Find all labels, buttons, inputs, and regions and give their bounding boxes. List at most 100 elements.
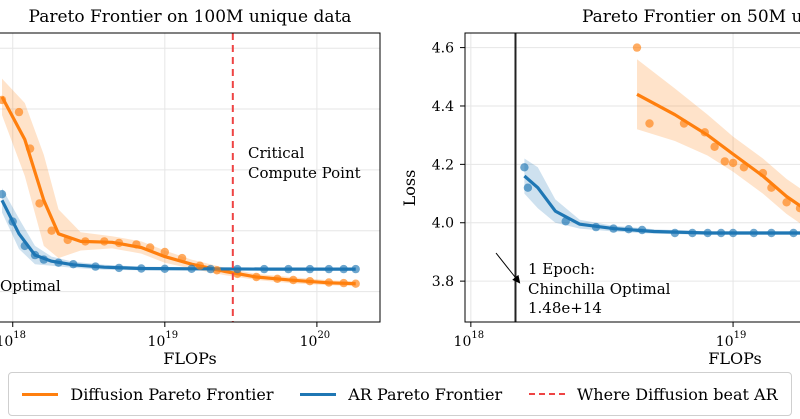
left-ar-point xyxy=(187,264,196,273)
left-ar-point xyxy=(206,264,215,274)
annotation-critical-line2: Compute Point xyxy=(248,164,361,182)
annotation-critical-line1: Critical xyxy=(248,144,305,162)
right-x-tick-label: 1018 xyxy=(454,330,485,350)
right-ar-point xyxy=(789,228,798,238)
left-diffusion-point xyxy=(0,95,7,105)
right-diffusion-point xyxy=(767,183,776,192)
right-diffusion-point xyxy=(645,119,654,128)
left-x-ticks: 1018 1019 1020 xyxy=(0,322,330,350)
right-diffusion-point xyxy=(728,158,738,168)
left-ar-band xyxy=(2,188,356,271)
left-ar-point xyxy=(30,250,40,260)
left-ar-point xyxy=(305,264,315,274)
left-diffusion-point xyxy=(252,272,261,282)
left-ar-point xyxy=(69,260,78,269)
right-y-tick-label: 3.8 xyxy=(432,274,454,290)
right-ar-point xyxy=(637,225,647,235)
left-diffusion-point xyxy=(305,277,315,286)
left-diffusion-point xyxy=(289,275,298,285)
annotation-optimal: Optimal xyxy=(0,277,61,295)
right-y-axis-label: Loss xyxy=(400,170,419,207)
legend-item-ar: AR Pareto Frontier xyxy=(300,385,502,404)
legend: Diffusion Pareto Frontier AR Pareto Fron… xyxy=(8,372,792,416)
left-chart-title: Pareto Frontier on 100M unique data xyxy=(29,7,352,27)
legend-item-crossover: Where Diffusion beat AR xyxy=(528,385,778,404)
right-diffusion-point xyxy=(700,128,709,137)
left-confidence-bands xyxy=(2,78,356,287)
left-diffusion-point xyxy=(351,279,360,288)
right-confidence-bands xyxy=(524,59,800,235)
left-diffusion-point xyxy=(212,266,222,275)
left-diffusion-point xyxy=(339,278,348,288)
left-diffusion-point xyxy=(25,144,35,153)
right-y-tick-label: 4.0 xyxy=(432,216,454,232)
left-diffusion-point xyxy=(35,199,44,208)
right-ar-point xyxy=(703,228,712,238)
left-ar-point xyxy=(114,263,124,273)
legend-swatch-crossover xyxy=(528,393,565,395)
left-ar-point xyxy=(339,264,348,274)
right-chart: Pareto Frontier on 50M u 1018 1019 3.8 4.0 4… xyxy=(400,7,800,368)
left-chart: Pareto Frontier on 100M unique data 1018… xyxy=(0,7,381,368)
legend-swatch-diffusion xyxy=(22,392,59,396)
left-ar-point xyxy=(8,217,17,226)
right-plot-frame xyxy=(464,32,800,323)
left-x-axis-label: FLOPs xyxy=(163,349,216,368)
right-ar-point xyxy=(767,228,776,238)
right-ar-point xyxy=(716,228,726,238)
left-diffusion-band xyxy=(2,78,356,287)
annotation-arrow xyxy=(495,252,521,284)
left-diffusion-line xyxy=(0,96,356,286)
left-gridlines xyxy=(0,33,380,322)
left-diffusion-point xyxy=(324,278,334,287)
left-plot-frame xyxy=(0,32,381,323)
left-diffusion-point xyxy=(14,107,24,117)
left-diffusion-point xyxy=(177,253,187,263)
right-scatter-points xyxy=(520,43,800,238)
right-ar-point xyxy=(520,163,529,172)
right-ar-point xyxy=(561,217,570,226)
left-ar-point xyxy=(91,262,100,271)
right-ar-point xyxy=(670,228,680,238)
right-ar-point xyxy=(728,228,738,238)
right-x-tick-label: 1019 xyxy=(716,330,747,350)
left-ar-point xyxy=(0,190,7,199)
right-diffusion-point xyxy=(720,157,729,166)
left-ar-point xyxy=(137,264,146,273)
left-ar-point xyxy=(351,264,360,274)
left-diffusion-point xyxy=(100,237,109,246)
right-ar-point xyxy=(609,224,618,233)
left-ar-point xyxy=(233,264,242,274)
left-scatter-points xyxy=(0,95,360,288)
left-diffusion-point xyxy=(160,247,169,257)
left-ar-point xyxy=(284,264,293,274)
legend-item-diffusion: Diffusion Pareto Frontier xyxy=(22,384,274,404)
right-y-tick-label: 4.4 xyxy=(432,99,454,115)
right-ar-point xyxy=(749,228,758,238)
left-diffusion-point xyxy=(195,261,205,270)
legend-swatch-ar xyxy=(300,392,337,396)
right-ar-point xyxy=(624,225,633,234)
right-diffusion-point xyxy=(739,163,749,172)
right-ar-point xyxy=(688,228,697,238)
annotation-epoch-line1: 1 Epoch: xyxy=(528,260,595,278)
left-x-tick-label: 1020 xyxy=(300,330,331,350)
left-diffusion-point xyxy=(145,243,155,252)
right-diffusion-point xyxy=(679,119,689,128)
annotation-epoch-line3: 1.48e+14 xyxy=(528,299,602,317)
right-ar-point xyxy=(591,222,601,232)
left-diffusion-point xyxy=(81,237,90,246)
right-diffusion-point xyxy=(782,198,791,207)
left-ar-point xyxy=(160,264,169,273)
legend-label-diffusion: Diffusion Pareto Frontier xyxy=(70,384,274,404)
left-ar-point xyxy=(54,258,63,267)
left-x-tick-label: 1019 xyxy=(148,330,179,350)
right-y-tick-label: 4.6 xyxy=(432,41,454,57)
left-diffusion-point xyxy=(132,240,141,249)
left-diffusion-point xyxy=(63,235,72,245)
right-y-tick-label: 4.2 xyxy=(432,157,454,173)
right-ticks: 1018 1019 3.8 4.0 4.2 4.4 4.6 xyxy=(432,41,747,350)
right-diffusion-point xyxy=(758,168,768,178)
right-diffusion-point xyxy=(632,43,642,52)
